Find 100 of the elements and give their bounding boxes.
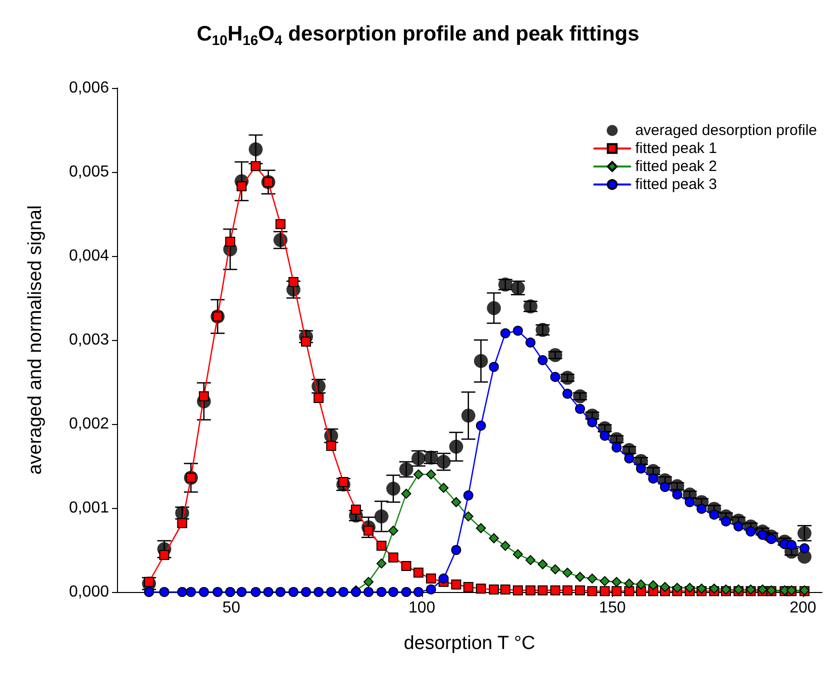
point [512,585,523,596]
point [426,574,436,584]
point [600,430,610,441]
point [225,587,236,597]
point [248,142,263,156]
y-tick-label: 0,001 [68,500,110,516]
point [364,576,374,587]
point [624,586,634,596]
point [326,440,336,451]
point [461,408,476,423]
x-tick-label: 50 [222,600,240,616]
point [786,540,797,550]
point [500,328,510,338]
y-tick-label: 0,000 [68,584,110,600]
y-tick-label: 0,005 [68,164,110,180]
point [225,236,236,247]
point [575,572,586,582]
point [672,582,682,593]
point [451,545,462,555]
point [612,576,622,587]
point [624,453,634,464]
point [250,587,261,597]
point [474,354,488,368]
point [486,301,501,316]
y-tick-label: 0,003 [68,332,110,348]
point [212,587,223,597]
point [476,523,486,534]
point [512,326,523,336]
y-tick-label: 0,004 [68,248,110,264]
point [301,587,312,597]
y-axis-title: averaged and normalised signal [25,205,46,475]
point [575,585,586,596]
point [525,338,536,348]
point [587,574,598,584]
point [562,585,572,596]
point [144,587,154,597]
point [438,574,449,584]
point [288,277,298,288]
point [376,558,386,568]
point [560,370,574,385]
point [538,355,548,366]
point [376,587,386,597]
point [684,582,695,593]
point [401,587,412,597]
point [326,587,336,597]
point [374,509,388,524]
point [236,587,247,597]
point [350,504,361,515]
point [263,587,274,597]
point [388,587,398,597]
point [338,587,348,597]
x-tick-label: 150 [599,600,626,616]
point [177,518,188,528]
point [413,469,424,480]
point [463,582,474,592]
legend-label: fitted peak 2 [635,158,717,175]
point [426,584,436,594]
point [799,543,810,554]
point [612,442,622,453]
point [236,181,247,192]
point [600,586,610,596]
point [314,587,324,597]
point [573,389,588,404]
point [451,579,462,590]
x-axis-title: desorption T °C [404,633,536,654]
point [159,550,170,560]
point [525,555,536,566]
legend-label: fitted peak 1 [635,140,717,157]
point [500,584,510,594]
point [401,560,412,571]
point [550,372,560,382]
point [488,584,499,594]
point [364,587,374,597]
point [413,568,424,578]
point [451,497,462,508]
point [186,587,196,597]
point [159,587,170,597]
y-tick-label: 0,006 [68,80,110,96]
point [426,469,436,480]
point [288,587,298,597]
point [488,533,499,544]
point [476,584,486,594]
point [488,362,499,372]
point [538,585,548,596]
point [636,464,646,474]
point [538,559,548,570]
point [198,391,209,402]
y-tick-label: 0,002 [68,416,110,432]
point [463,511,474,522]
point [449,440,464,454]
point [587,586,598,596]
point [314,392,324,403]
point [660,582,670,592]
point [388,526,398,536]
point [550,564,560,574]
point [438,482,449,493]
point [562,388,572,399]
point [301,336,312,347]
point [648,580,658,590]
point [388,552,398,563]
